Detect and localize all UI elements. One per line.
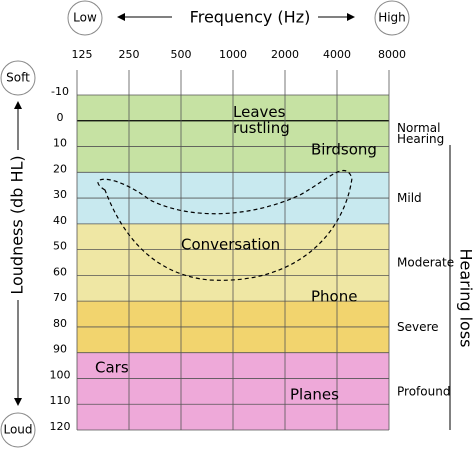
y-axis-label: Loudness (db HL) bbox=[8, 155, 27, 294]
annotation: Birdsong bbox=[311, 141, 377, 159]
soft-circle bbox=[0, 60, 36, 96]
y-tick-label: 20 bbox=[53, 162, 67, 175]
band-label: Normal Hearing bbox=[397, 121, 444, 146]
chart-title: Frequency (Hz) bbox=[190, 8, 311, 27]
annotation: Conversation bbox=[181, 236, 280, 254]
band-label: Severe bbox=[397, 319, 439, 333]
annotation: Planes bbox=[290, 386, 339, 404]
y-tick-label: 80 bbox=[53, 317, 67, 330]
speech-banana bbox=[97, 170, 353, 281]
y-tick-label: 120 bbox=[50, 420, 71, 433]
x-tick-label: 1000 bbox=[219, 48, 247, 61]
x-start-label: Low bbox=[73, 11, 97, 25]
annotation: Phone bbox=[311, 288, 357, 306]
annotation: Leaves rustling bbox=[233, 103, 290, 137]
y-tick-label: -10 bbox=[51, 85, 69, 98]
y-end-label: Loud bbox=[3, 423, 32, 437]
y-tick-label: 110 bbox=[50, 394, 71, 407]
x-end-label: High bbox=[378, 11, 406, 25]
y-tick-label: 90 bbox=[53, 343, 67, 356]
y-tick-label: 0 bbox=[57, 111, 64, 124]
x-tick-label: 125 bbox=[72, 48, 93, 61]
y-start-label: Soft bbox=[6, 71, 30, 85]
low-circle bbox=[67, 0, 103, 36]
y-tick-label: 10 bbox=[53, 137, 67, 150]
band-label: Moderate bbox=[397, 255, 454, 269]
x-tick-label: 4000 bbox=[323, 48, 351, 61]
annotation: Cars bbox=[95, 359, 129, 377]
high-circle bbox=[374, 0, 410, 36]
band-label: Mild bbox=[397, 191, 422, 205]
y-tick-label: 70 bbox=[53, 291, 67, 304]
loud-circle bbox=[0, 412, 36, 448]
x-tick-label: 500 bbox=[171, 48, 192, 61]
x-tick-label: 250 bbox=[119, 48, 140, 61]
band-label: Profound bbox=[397, 384, 450, 398]
y-tick-label: 50 bbox=[53, 240, 67, 253]
y-tick-label: 60 bbox=[53, 265, 67, 278]
y-tick-label: 40 bbox=[53, 214, 67, 227]
x-tick-label: 2000 bbox=[271, 48, 299, 61]
y-tick-label: 30 bbox=[53, 188, 67, 201]
bands-title: Hearing loss bbox=[457, 249, 474, 348]
x-tick-label: 8000 bbox=[378, 48, 406, 61]
grid bbox=[76, 70, 390, 431]
y-tick-label: 100 bbox=[50, 368, 71, 381]
